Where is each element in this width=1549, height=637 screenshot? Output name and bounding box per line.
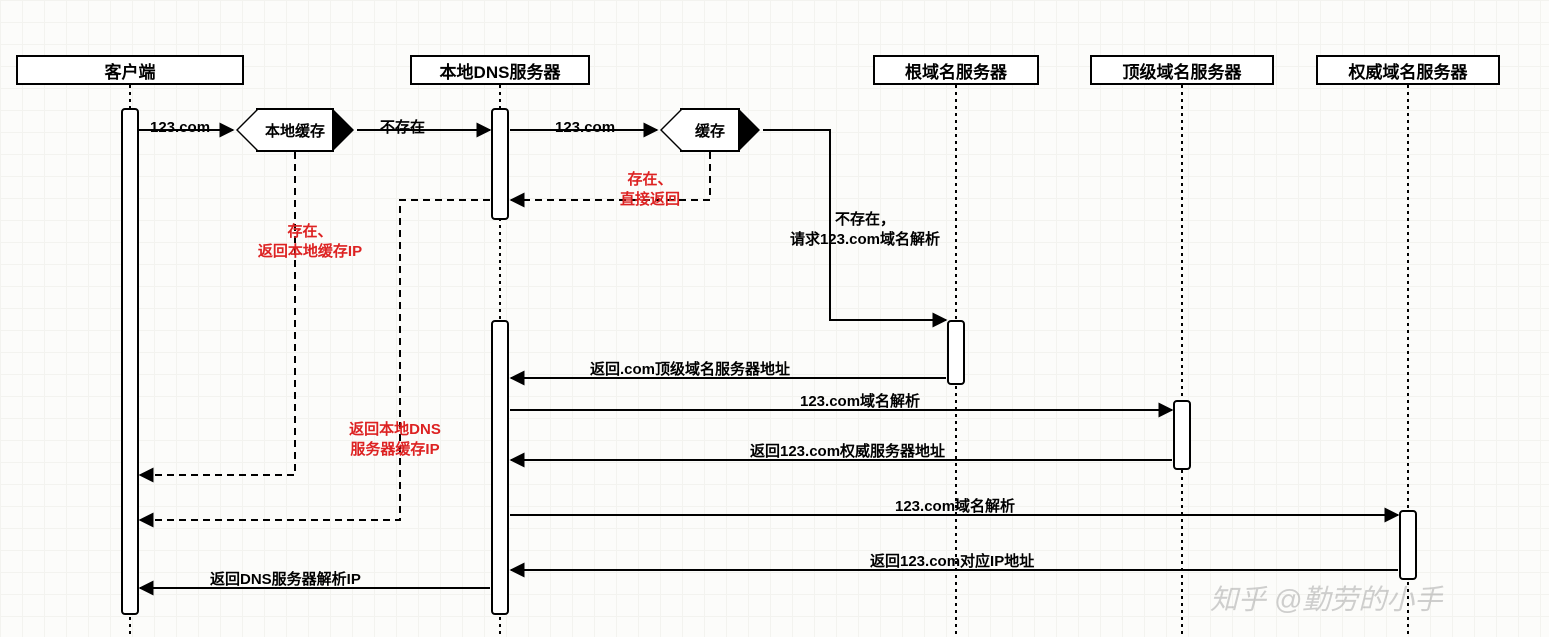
activation-localdns-2: [491, 320, 509, 615]
msg-5-l2: 请求123.com域名解析: [790, 231, 940, 248]
participant-localdns: 本地DNS服务器: [410, 55, 590, 85]
activation-root: [947, 320, 965, 385]
participant-localdns-label: 本地DNS服务器: [440, 58, 561, 83]
msg-4a-l1: 存在、: [287, 223, 332, 240]
msg-11: 返回本地DNS 服务器缓存IP: [330, 420, 460, 459]
activation-localdns-1: [491, 108, 509, 220]
msg-4a: 存在、 返回本地缓存IP: [240, 222, 380, 261]
activation-client: [121, 108, 139, 615]
msg-4b: 存在、 直接返回: [600, 170, 700, 209]
msg-7: 123.com域名解析: [800, 392, 920, 412]
msg-4a-l2: 返回本地缓存IP: [258, 243, 362, 260]
participant-tld: 顶级域名服务器: [1090, 55, 1274, 85]
msg-2: 不存在: [380, 118, 425, 138]
msg-6: 返回.com顶级域名服务器地址: [590, 360, 790, 380]
activation-auth: [1399, 510, 1417, 580]
msg-5-l1: 不存在，: [835, 211, 895, 228]
decision-local-cache-label: 本地缓存: [265, 120, 325, 141]
decision-dns-cache-label: 缓存: [695, 120, 725, 141]
msg-4b-l2: 直接返回: [620, 191, 680, 208]
participant-auth: 权威域名服务器: [1316, 55, 1500, 85]
participant-root: 根域名服务器: [873, 55, 1039, 85]
decision-dns-cache: 缓存: [680, 108, 740, 152]
participant-auth-label: 权威域名服务器: [1349, 58, 1468, 83]
msg-11-l2: 服务器缓存IP: [350, 441, 439, 458]
participant-client: 客户端: [16, 55, 244, 85]
msg-11-l1: 返回本地DNS: [349, 421, 441, 438]
diagram-svg: [0, 0, 1549, 637]
participant-client-label: 客户端: [105, 58, 156, 83]
msg-4b-l1: 存在、: [627, 171, 672, 188]
msg-3: 123.com: [555, 118, 615, 138]
msg-5: 不存在， 请求123.com域名解析: [760, 210, 970, 249]
decision-local-cache: 本地缓存: [256, 108, 334, 152]
msg-12: 返回DNS服务器解析IP: [210, 570, 361, 590]
msg-1: 123.com: [150, 118, 210, 138]
participant-root-label: 根域名服务器: [905, 58, 1007, 83]
participant-tld-label: 顶级域名服务器: [1123, 58, 1242, 83]
msg-9: 123.com域名解析: [895, 497, 1015, 517]
msg-8: 返回123.com权威服务器地址: [750, 442, 945, 462]
activation-tld: [1173, 400, 1191, 470]
msg-10: 返回123.com对应IP地址: [870, 552, 1034, 572]
